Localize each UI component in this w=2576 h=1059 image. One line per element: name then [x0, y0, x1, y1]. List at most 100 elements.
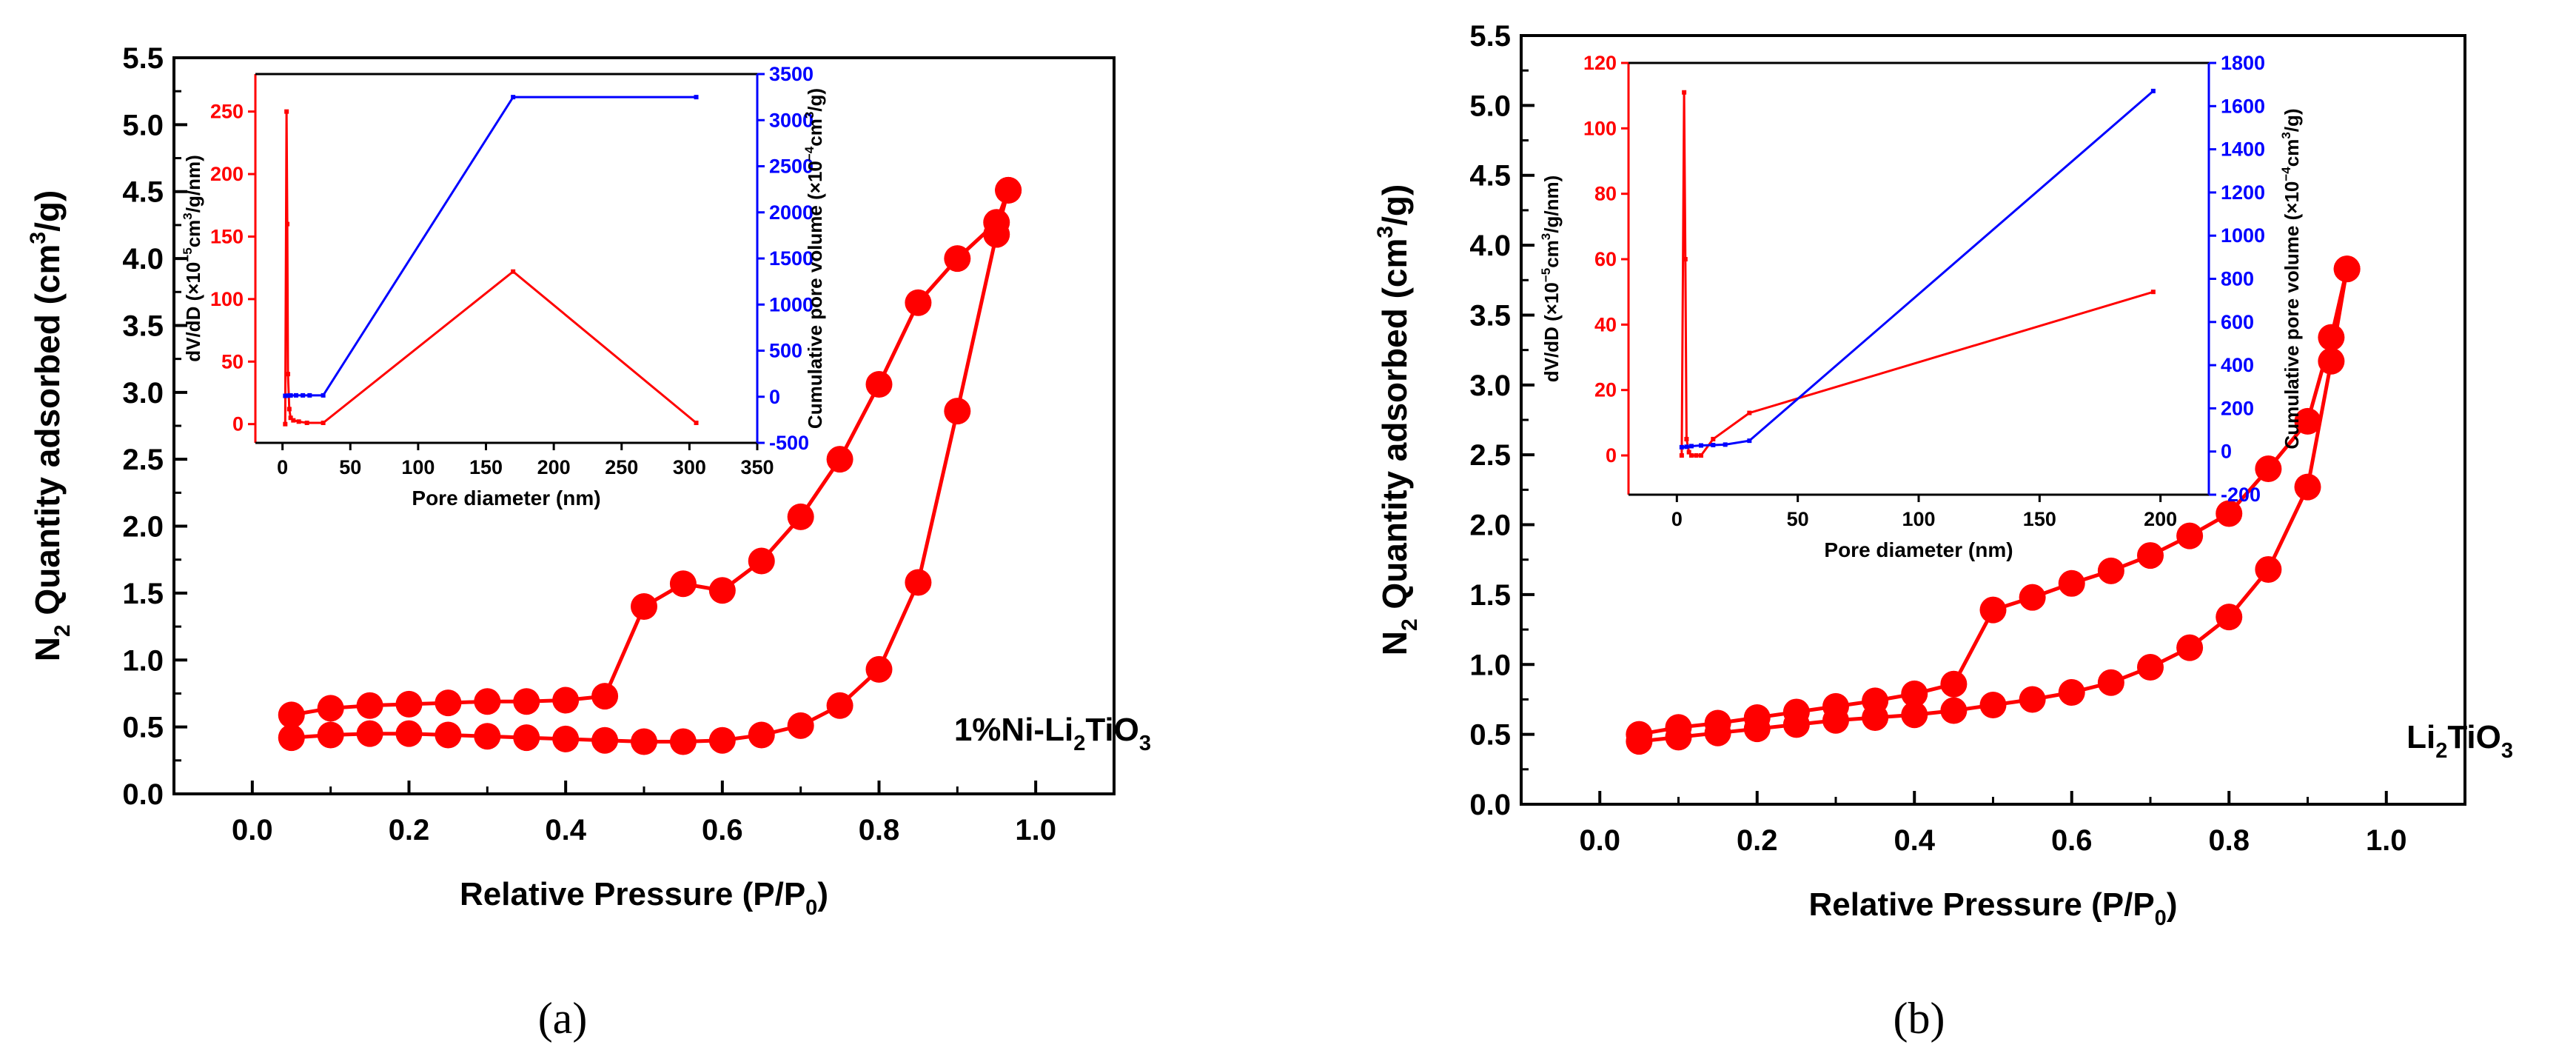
subscript: 2	[2435, 739, 2447, 763]
cumulative-point	[288, 393, 293, 398]
y-tick-label: 5.5	[1469, 20, 1511, 53]
adsorption-point	[631, 728, 657, 755]
inset-right-tick-label: 1600	[2221, 95, 2265, 117]
desorption-point	[278, 701, 305, 729]
cumulative-point	[1688, 444, 1694, 449]
desorption-point	[2333, 255, 2361, 283]
adsorption-point	[513, 724, 540, 752]
adsorption-point	[474, 723, 501, 750]
adsorption-point	[944, 398, 971, 425]
panel-b: 0.0 0.2 0.4 0.6 0.8 1.0 0.0 0.5 1.0 1.5 2.0 2.5 3.0 3…	[1373, 20, 2513, 1043]
adsorption-point	[2294, 473, 2321, 501]
inset-left-tick-label: 0	[232, 413, 244, 435]
inset-x-tick-label: 50	[339, 456, 361, 478]
subscript: 3	[1139, 732, 1151, 755]
y-axis-title: N2 Quantity adsorbed (cm3/g)	[26, 190, 75, 662]
x-tick-label: 0.8	[859, 814, 900, 846]
label-part: TiO	[2447, 719, 2501, 755]
desorption-point	[2137, 542, 2164, 569]
cumulative-point	[283, 393, 288, 398]
y-tick-label: 1.5	[122, 578, 164, 610]
desorption-point	[944, 245, 971, 273]
y-tick-label: 4.5	[1469, 160, 1511, 193]
label-part: Cumulative pore volume (×10	[804, 161, 826, 429]
cumulative-point	[2150, 88, 2156, 93]
adsorption-point	[708, 726, 736, 754]
dvdd-point	[1694, 453, 1699, 458]
label-part: /g)	[2281, 108, 2303, 132]
inset-x-tick-label: 0	[1671, 508, 1683, 530]
inset-right-tick-label: 3500	[769, 63, 814, 85]
inset-x-tick-label: 350	[740, 456, 774, 478]
inset-right-tick-label: 1000	[769, 293, 814, 315]
desorption-point	[1901, 680, 1928, 707]
label-part: N	[1375, 631, 1414, 655]
inset-left-tick-label: 200	[210, 163, 244, 185]
subscript: 2	[1073, 732, 1085, 755]
desorption-point	[395, 690, 423, 718]
adsorption-point	[317, 721, 344, 749]
inset-right-tick-label: 0	[2221, 441, 2232, 463]
x-tick-label: 1.0	[1015, 814, 1056, 846]
dvdd-point	[694, 420, 699, 425]
cumulative-point	[307, 392, 312, 398]
label-part: cm	[2281, 139, 2303, 167]
inset-left-tick-label: 100	[210, 288, 244, 310]
subscript: 2	[1398, 618, 1422, 631]
desorption-point	[2294, 407, 2321, 435]
dvdd-point	[1747, 410, 1752, 415]
adsorption-point	[2097, 669, 2124, 696]
cumulative-point	[301, 392, 306, 398]
desorption-point	[435, 689, 462, 717]
y-tick-label: 5.0	[1469, 90, 1511, 122]
label-part: Relative Pressure (P/P	[1809, 886, 2155, 923]
adsorption-point	[826, 692, 853, 719]
desorption-point	[983, 209, 1010, 236]
inset-right-tick-label: 1500	[769, 247, 814, 270]
inset-left-tick-label: 50	[221, 350, 244, 373]
inset-right-tick-label: 600	[2221, 311, 2254, 333]
inset-x-axis-title: Pore diameter (nm)	[412, 487, 600, 510]
desorption-point	[708, 577, 736, 604]
inset-right-tick-label: 1200	[2221, 181, 2265, 204]
panel-caption: (a)	[538, 994, 588, 1043]
y-tick-label: 1.0	[1469, 649, 1511, 681]
inset-left-tick-label: 150	[210, 225, 244, 247]
adsorption-point	[435, 721, 462, 749]
y-tick-label: 1.0	[122, 644, 164, 677]
desorption-point	[1665, 714, 1692, 741]
inset-right-tick-label: 200	[2221, 397, 2254, 419]
inset-left-axis-title: dV/dD (×10−5cm3/g/nm)	[181, 155, 204, 362]
inset-right-axis-title: Cumulative pore volume (×10−4cm3/g)	[2279, 108, 2303, 449]
adsorption-point	[2058, 679, 2085, 706]
inset-right-tick-label: 3000	[769, 109, 814, 131]
desorption-point	[2176, 522, 2204, 549]
y-tick-label: 0.0	[1469, 789, 1511, 821]
inset-left-tick-label: 120	[1583, 52, 1617, 74]
desorption-point	[669, 570, 697, 598]
dvdd-point	[1688, 453, 1694, 458]
cumulative-point	[1747, 438, 1752, 444]
label-part: cm	[804, 118, 826, 147]
inset-x-tick-label: 50	[1787, 508, 1809, 530]
y-tick-label: 5.5	[122, 42, 164, 75]
y-tick-label: 5.0	[122, 109, 164, 141]
y-tick-label: 4.5	[122, 176, 164, 209]
inset-b: 0 50 100 150 200 0 20 40 60 80 100 120 -200 0 200 400 60…	[1539, 52, 2303, 561]
cumulative-point	[1711, 442, 1716, 447]
x-axis-title: Relative Pressure (P/P0)	[460, 876, 828, 920]
adsorption-point	[395, 720, 423, 747]
superscript: 3	[1539, 233, 1553, 240]
y-tick-label: 4.0	[122, 243, 164, 275]
subscript: 0	[2155, 906, 2167, 930]
x-tick-label: 0.6	[2051, 824, 2093, 857]
dvdd-point	[296, 419, 301, 424]
inset-background	[1629, 63, 2209, 495]
dvdd-point	[1684, 436, 1689, 441]
superscript: −4	[802, 146, 816, 161]
label-part: /g)	[1375, 184, 1414, 226]
y-tick-label: 3.5	[1469, 299, 1511, 332]
label-part: Relative Pressure (P/P	[460, 876, 805, 912]
adsorption-point	[552, 725, 580, 752]
dvdd-point	[286, 407, 292, 412]
